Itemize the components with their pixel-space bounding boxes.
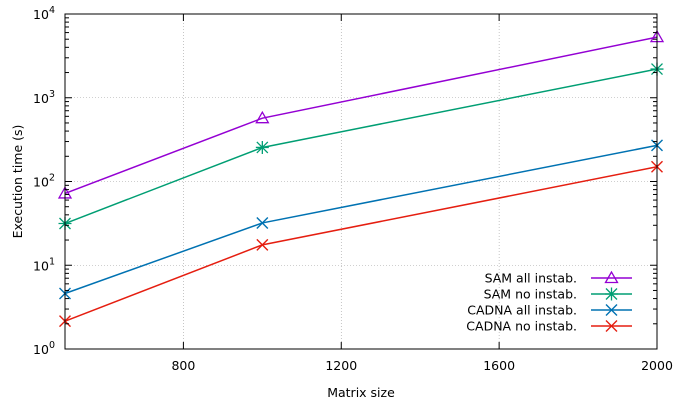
legend-label: CADNA all instab.	[467, 303, 577, 318]
cross-marker	[605, 304, 618, 316]
series-sam-no-instab	[58, 62, 664, 231]
y-tick-label: 101	[33, 256, 55, 273]
x-tick-label: 1600	[483, 358, 515, 373]
legend-item: SAM all instab.	[485, 271, 632, 286]
x-tick-label: 800	[171, 358, 195, 373]
legend-item: CADNA all instab.	[467, 303, 632, 318]
x-tick-label: 1200	[325, 358, 357, 373]
legend-item: SAM no instab.	[484, 287, 632, 302]
y-tick-label: 100	[33, 340, 55, 357]
series-sam-all-instab	[57, 29, 665, 199]
star-marker	[255, 140, 269, 154]
series-line	[64, 68, 658, 225]
legend-label: CADNA no instab.	[466, 319, 577, 334]
y-tick-label: 102	[33, 173, 55, 190]
x-tick-label: 2000	[641, 358, 673, 373]
y-axis-label: Execution time (s)	[10, 125, 25, 239]
triangle-marker	[255, 110, 270, 124]
axis-ticks: 800 1200 1600 2000 100 101 102 103 104	[33, 5, 673, 373]
x-axis-label: Matrix size	[327, 385, 395, 400]
star-marker	[605, 287, 618, 301]
y-tick-label: 104	[33, 5, 55, 22]
series-line	[64, 36, 658, 195]
legend-label: SAM no instab.	[484, 287, 577, 302]
legend: SAM all instab.SAM no instab.CADNA all i…	[466, 271, 632, 334]
grid	[65, 14, 657, 349]
legend-label: SAM all instab.	[485, 271, 577, 286]
triangle-marker	[604, 270, 619, 284]
legend-item: CADNA no instab.	[466, 319, 632, 334]
cross-marker	[256, 238, 269, 251]
y-tick-label: 103	[33, 89, 55, 106]
cross-marker	[605, 320, 618, 332]
series-cadna-no-instab	[59, 160, 663, 328]
cross-marker	[256, 216, 269, 229]
